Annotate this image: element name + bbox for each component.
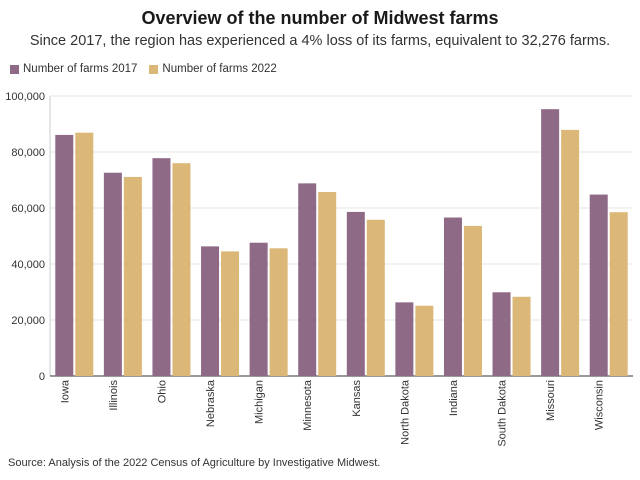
bar-2022 [609,212,628,376]
legend: Number of farms 2017 Number of farms 202… [10,63,289,75]
bar-2022 [561,129,580,376]
bar-2022 [318,192,337,376]
bar-2017 [55,134,74,376]
x-tick-label: South Dakota [497,379,509,447]
x-tick-label: Indiana [448,379,460,416]
bar-2017 [103,172,122,376]
bar-2017 [201,246,220,376]
bar-2022 [512,296,531,376]
legend-swatch-2022 [149,64,159,74]
y-tick-label: 20,000 [11,315,45,327]
source-note: Source: Analysis of the 2022 Census of A… [8,457,381,469]
x-tick-label: Minnesota [302,379,314,431]
bar-2022 [366,219,385,376]
legend-label-2022: Number of farms 2022 [162,63,277,75]
bar-2017 [249,242,268,376]
legend-item-2017: Number of farms 2017 [10,63,137,75]
chart-title: Overview of the number of Midwest farms [141,8,499,28]
bar-2022 [75,132,94,376]
legend-swatch-2017 [10,64,19,74]
x-tick-label: Wisconsin [594,380,606,430]
y-tick-label: 100,000 [5,91,45,103]
bar-2022 [415,305,434,376]
x-tick-label: Ohio [156,380,168,403]
x-tick-label: Iowa [59,379,71,403]
bar-2017 [152,158,171,376]
chart-subtitle: Since 2017, the region has experienced a… [29,33,611,49]
bar-2017 [492,292,511,376]
bar-2017 [443,217,462,376]
bar-2022 [172,163,191,376]
x-tick-label: Nebraska [205,379,217,427]
legend-item-2022: Number of farms 2022 [149,63,277,75]
legend-label-2017: Number of farms 2017 [23,63,138,75]
y-tick-label: 60,000 [11,203,45,215]
x-tick-label: Missouri [545,380,557,421]
bar-2017 [395,302,414,376]
bar-2022 [123,176,142,376]
bar-2022 [221,251,240,376]
bar-2017 [346,211,365,376]
y-tick-label: 80,000 [11,147,45,159]
bar-2022 [269,248,288,376]
x-tick-label: Illinois [108,380,120,411]
y-tick-label: 40,000 [11,259,45,271]
x-tick-label: Kansas [351,380,363,417]
x-tick-label: North Dakota [399,379,411,445]
bar-2017 [589,194,608,376]
x-tick-label: Michigan [254,380,266,424]
bar-2017 [541,109,560,376]
bar-2022 [463,225,482,376]
bar-2017 [298,183,317,376]
y-tick-label: 0 [39,371,45,383]
